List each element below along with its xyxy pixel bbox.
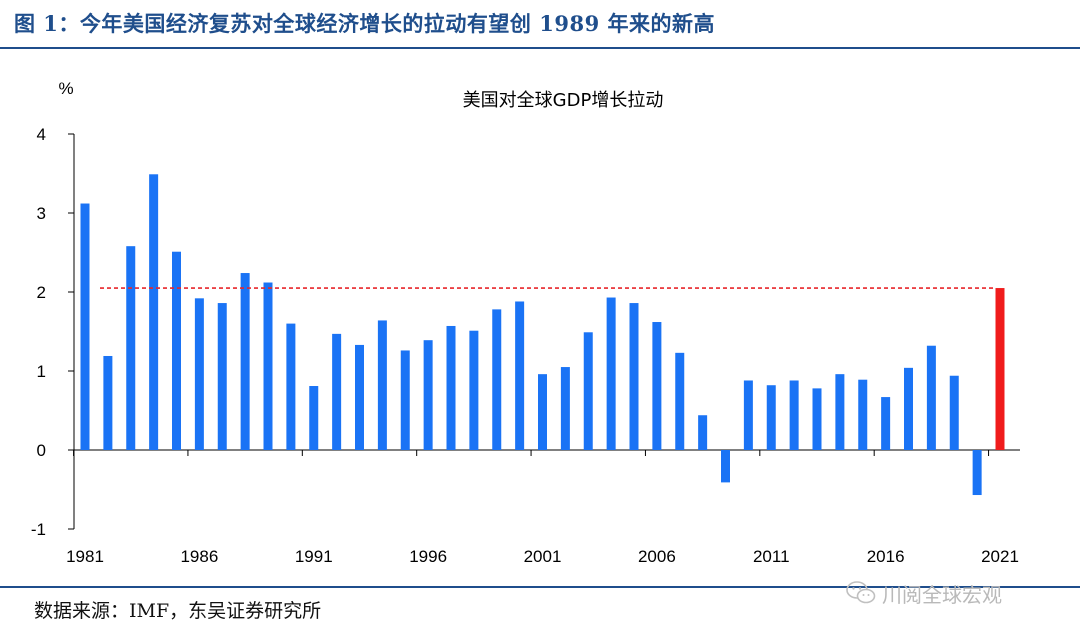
bar-1990 [286, 323, 296, 450]
y-tick-label: 3 [37, 204, 46, 223]
bar-2001 [538, 374, 547, 450]
bar-2009 [721, 450, 730, 483]
bar-1984 [149, 174, 159, 451]
bar-2007 [675, 352, 685, 450]
x-tick-label: 2021 [981, 547, 1019, 566]
bar-chart: 美国对全球GDP增长拉动 % -1 0 1 2 3 4 1981 1986 1991 1996 20… [31, 79, 1020, 566]
bar-2014 [835, 374, 845, 450]
bar-1987 [217, 303, 227, 450]
y-tick-label: 0 [37, 441, 46, 460]
chart-title: 美国对全球GDP增长拉动 [463, 90, 664, 111]
bar-2008 [698, 415, 708, 450]
wechat-icon [846, 581, 876, 604]
x-tick-label: 2001 [524, 547, 562, 566]
bar-2010 [743, 380, 753, 450]
y-tick-label: 1 [37, 362, 46, 381]
watermark: 川阅全球宏观 [846, 576, 1002, 610]
x-tick-label: 2011 [753, 547, 790, 566]
bar-1999 [492, 309, 502, 450]
bar-2017 [904, 367, 913, 450]
bar-2019 [949, 375, 959, 450]
bar-2018 [926, 345, 936, 450]
bar-1998 [469, 330, 479, 450]
watermark-text: 川阅全球宏观 [882, 582, 1002, 607]
y-tick-label: -1 [31, 520, 46, 539]
x-tick-label: 2006 [638, 547, 676, 566]
bar-2011 [766, 385, 776, 450]
y-tick-label: 4 [37, 125, 46, 144]
bar-2021 [995, 288, 1005, 450]
bar-1991 [309, 386, 319, 450]
bar-2016 [881, 397, 891, 450]
bar-1996 [423, 340, 433, 450]
bar-1989 [263, 282, 273, 450]
figure-caption: 图 1：今年美国经济复苏对全球经济增长的拉动有望创 1989 年来的新高 [14, 11, 715, 36]
bar-1985 [172, 251, 181, 450]
bar-1995 [400, 350, 410, 450]
x-tick-label: 1991 [295, 547, 333, 566]
plot-area: -1 0 1 2 3 4 1981 1986 1991 1996 2001 2006 2011 2016 2… [31, 125, 1020, 566]
bar-1992 [332, 333, 342, 450]
source-divider [0, 586, 1080, 588]
x-tick-label: 2016 [867, 547, 905, 566]
bar-2003 [583, 332, 593, 450]
data-source-note: 数据来源：IMF，东吴证券研究所 [34, 600, 322, 622]
bar-1993 [355, 344, 364, 450]
bar-1988 [240, 273, 250, 450]
bar-1982 [103, 355, 113, 450]
x-tick-label: 1996 [409, 547, 447, 566]
bar-1994 [377, 320, 387, 450]
x-tick-label: 1981 [66, 547, 104, 566]
bar-2002 [560, 367, 570, 450]
y-tick-label: 2 [37, 283, 46, 302]
bar-1986 [194, 298, 204, 450]
bar-2013 [812, 388, 822, 450]
bar-1997 [446, 325, 456, 450]
bar-2005 [629, 303, 639, 450]
bar-2004 [606, 297, 616, 450]
caption-divider [0, 47, 1080, 49]
bar-2006 [652, 322, 662, 450]
x-tick-label: 1986 [180, 547, 218, 566]
bar-1981 [80, 203, 90, 450]
bar-2000 [515, 301, 525, 450]
bar-2012 [789, 380, 799, 450]
bar-2015 [858, 379, 868, 450]
y-axis-unit-label: % [58, 79, 73, 98]
bar-2020 [972, 450, 982, 496]
bar-1983 [126, 246, 136, 450]
